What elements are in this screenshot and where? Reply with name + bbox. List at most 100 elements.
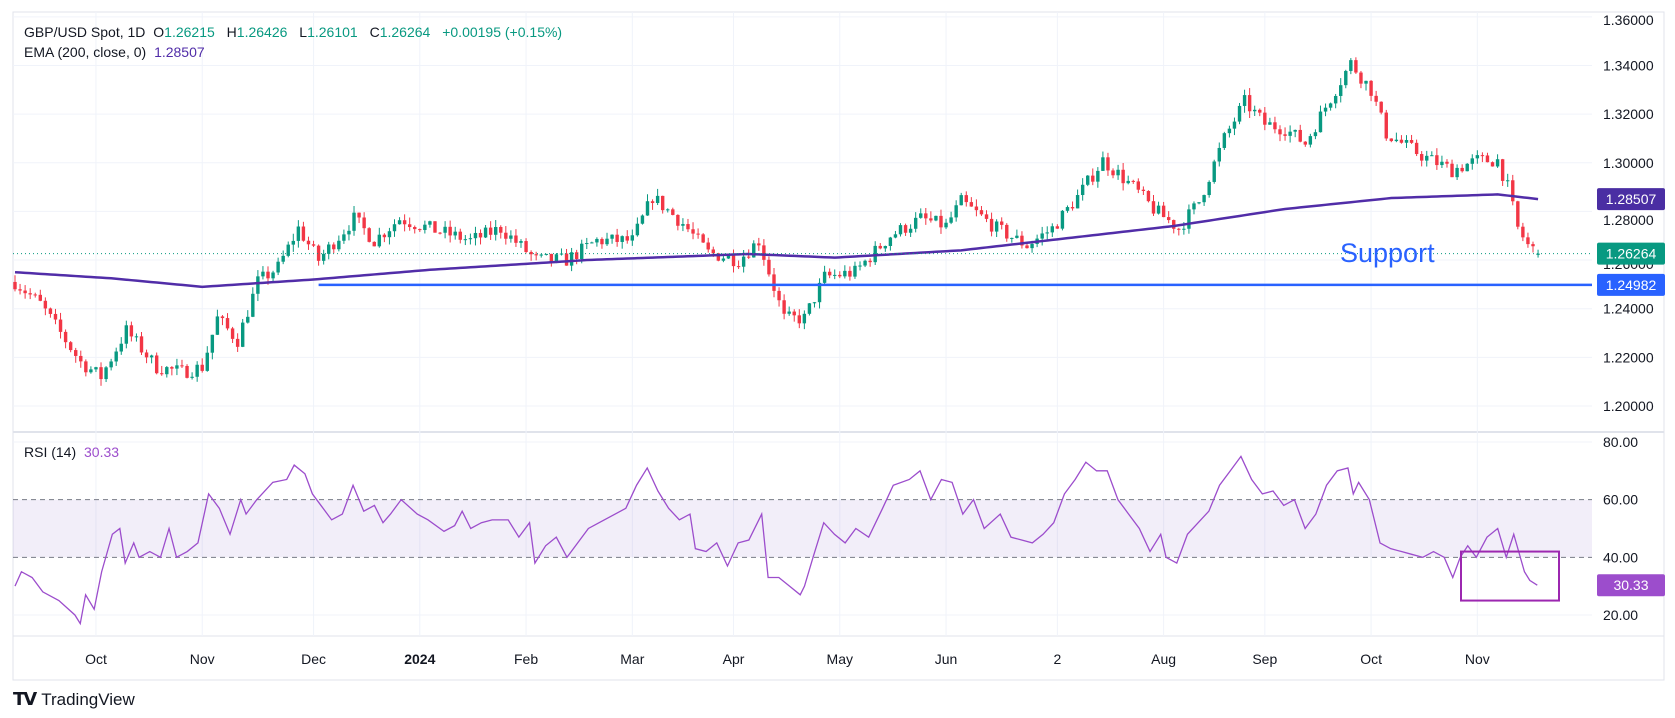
candle-body bbox=[539, 254, 543, 256]
candle-body bbox=[954, 205, 958, 218]
candle-body bbox=[1409, 140, 1414, 143]
candle-body bbox=[210, 334, 215, 353]
candle-body bbox=[1015, 235, 1019, 238]
change-value: +0.00195 (+0.15%) bbox=[442, 24, 563, 40]
candle-body bbox=[458, 231, 462, 240]
candle-body bbox=[256, 276, 260, 294]
candle-body bbox=[721, 258, 726, 261]
candle-body bbox=[28, 293, 32, 295]
candle-body bbox=[696, 233, 700, 235]
candle-body bbox=[903, 225, 908, 233]
candle-body bbox=[200, 364, 204, 371]
candle-body bbox=[1040, 233, 1044, 239]
candle-body bbox=[924, 213, 928, 219]
tradingview-logo[interactable]: 𝗧𝗩 TradingView bbox=[13, 689, 135, 710]
candle-body bbox=[1075, 195, 1080, 209]
candle-body bbox=[306, 240, 311, 245]
candle-body bbox=[893, 234, 898, 238]
candle-body bbox=[84, 361, 88, 373]
candle-body bbox=[853, 265, 857, 277]
candle-body bbox=[473, 232, 478, 239]
candle-body bbox=[1207, 181, 1211, 196]
candle-body bbox=[1435, 155, 1439, 166]
candle-body bbox=[63, 331, 68, 343]
candle-body bbox=[1247, 95, 1252, 112]
candle-body bbox=[129, 325, 134, 337]
x-tick-label: Mar bbox=[620, 651, 644, 667]
candle-body bbox=[23, 290, 27, 294]
candle-body bbox=[888, 237, 893, 246]
candle-body bbox=[109, 361, 113, 368]
candle-body bbox=[1414, 142, 1419, 155]
candle-body bbox=[569, 252, 574, 266]
candle-body bbox=[33, 294, 37, 296]
x-tick-label: Aug bbox=[1151, 651, 1176, 667]
candle-body bbox=[1460, 167, 1464, 172]
candle-body bbox=[286, 244, 290, 256]
candle-body bbox=[787, 311, 791, 314]
candle-body bbox=[38, 294, 42, 301]
candle-body bbox=[873, 245, 877, 263]
candle-body bbox=[402, 220, 407, 225]
candle-body bbox=[1354, 60, 1358, 73]
candle-body bbox=[1136, 181, 1141, 190]
candle-body bbox=[499, 226, 503, 233]
ema-line bbox=[14, 193, 1539, 289]
candle-body bbox=[655, 195, 660, 204]
candle-body bbox=[934, 215, 938, 221]
candle-body bbox=[1227, 128, 1232, 134]
candle-body bbox=[600, 238, 604, 245]
candle-body bbox=[792, 311, 796, 316]
candle-body bbox=[772, 274, 776, 291]
candle-body bbox=[777, 290, 781, 301]
rsi-band bbox=[13, 499, 1592, 558]
x-tick-label: Jun bbox=[935, 651, 958, 667]
candle-body bbox=[1096, 170, 1100, 182]
candle-body bbox=[1212, 161, 1216, 182]
candle-body bbox=[630, 235, 635, 241]
candle-body bbox=[1025, 245, 1029, 249]
candle-body bbox=[1344, 70, 1348, 86]
candle-body bbox=[1521, 226, 1525, 238]
low-value: 1.26101 bbox=[307, 24, 358, 40]
candle-body bbox=[666, 209, 670, 211]
candle-body bbox=[387, 231, 392, 238]
candle-body bbox=[752, 243, 756, 258]
candle-body bbox=[817, 282, 822, 303]
candle-body bbox=[949, 217, 953, 223]
candle-body bbox=[1323, 107, 1328, 112]
candle-body bbox=[590, 242, 594, 244]
last-price-label-box bbox=[1597, 242, 1665, 265]
candle-body bbox=[494, 226, 498, 235]
candle-body bbox=[165, 367, 169, 375]
candle-body bbox=[691, 229, 695, 234]
price-tick-label: 1.20000 bbox=[1603, 398, 1654, 414]
candle-body bbox=[1030, 243, 1034, 249]
candle-body bbox=[716, 253, 721, 261]
logo-text: TradingView bbox=[41, 689, 135, 709]
candle-body bbox=[235, 338, 240, 347]
rsi-value: 30.33 bbox=[84, 444, 120, 460]
candle-body bbox=[185, 365, 189, 378]
candle-body bbox=[392, 224, 397, 232]
candle-body bbox=[1045, 232, 1049, 234]
candle-body bbox=[1172, 220, 1176, 229]
x-tick-label: 2024 bbox=[404, 651, 435, 667]
x-tick-label: Dec bbox=[301, 651, 326, 667]
candle-body bbox=[757, 243, 761, 246]
candle-body bbox=[311, 244, 316, 246]
candle-body bbox=[367, 228, 371, 242]
close-label: C bbox=[369, 24, 380, 40]
candle-body bbox=[1202, 195, 1206, 203]
candle-body bbox=[660, 195, 665, 211]
candle-body bbox=[241, 322, 245, 347]
candle-body bbox=[1010, 237, 1014, 239]
candle-body bbox=[58, 319, 63, 332]
candle-body bbox=[929, 218, 933, 221]
candles bbox=[13, 57, 1540, 386]
candle-body bbox=[681, 224, 685, 226]
candle-body bbox=[519, 241, 523, 243]
candle-body bbox=[1177, 228, 1181, 230]
rsi-highlight-box bbox=[1460, 550, 1560, 602]
